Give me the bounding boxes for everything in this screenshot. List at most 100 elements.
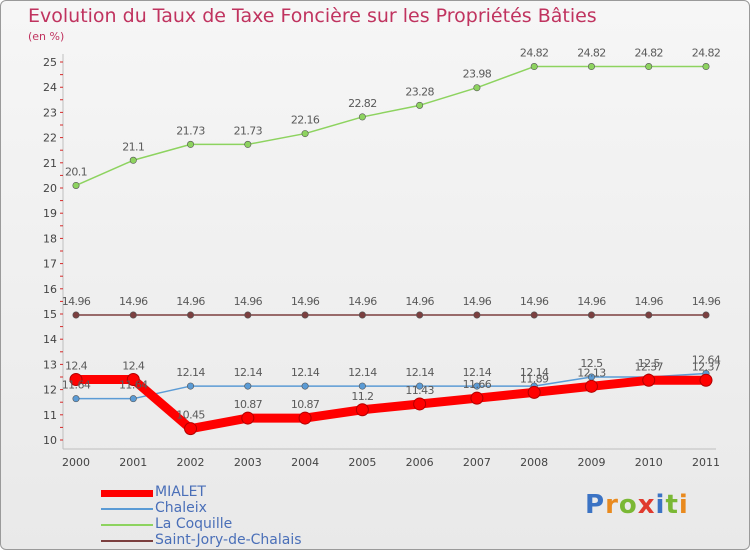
data-point	[355, 403, 369, 417]
data-label: 22.82	[348, 97, 377, 110]
data-point	[473, 84, 481, 92]
data-point	[244, 311, 252, 319]
x-tick-label: 2003	[234, 456, 262, 469]
data-point	[184, 422, 198, 436]
series-line-mialet	[71, 375, 711, 434]
data-label: 22.16	[291, 114, 320, 127]
x-tick-label: 2005	[348, 456, 376, 469]
legend-label-mialet: MIALET	[155, 484, 206, 500]
data-point	[645, 63, 653, 71]
legend-swatch-la-coquille	[101, 524, 153, 526]
data-label: 12.14	[520, 366, 549, 379]
x-tick-label: 2009	[577, 456, 605, 469]
y-tick-label: 23	[43, 106, 57, 119]
data-point	[187, 140, 195, 148]
y-tick-label: 17	[43, 258, 57, 271]
data-point	[244, 382, 252, 390]
data-point	[530, 63, 538, 71]
data-label: 12.14	[176, 366, 205, 379]
data-label: 23.28	[405, 85, 434, 98]
data-label: 12.14	[405, 366, 434, 379]
data-point	[69, 373, 83, 387]
data-point	[187, 311, 195, 319]
data-point	[702, 311, 710, 319]
y-tick-label: 18	[43, 232, 57, 245]
data-point	[416, 382, 424, 390]
data-point	[187, 382, 195, 390]
data-point	[587, 63, 595, 71]
logo-letter: i	[678, 490, 689, 520]
data-label: 14.96	[348, 295, 377, 308]
x-tick-label: 2002	[177, 456, 205, 469]
data-point	[413, 397, 427, 411]
data-label: 10.87	[291, 398, 320, 411]
data-point	[244, 140, 252, 148]
data-point	[642, 373, 656, 387]
data-label: 14.96	[62, 295, 91, 308]
series-line-chaleix	[75, 372, 707, 400]
logo-letter: x	[637, 490, 656, 520]
data-label: 24.82	[634, 47, 663, 60]
data-label: 24.82	[520, 47, 549, 60]
data-label: 11.64	[62, 379, 91, 392]
data-label: 12.4	[65, 360, 88, 373]
data-point	[129, 311, 137, 319]
data-label: 21.1	[122, 140, 144, 153]
data-point	[587, 311, 595, 319]
legend-label-chaleix: Chaleix	[155, 500, 207, 516]
logo-letter: i	[655, 490, 666, 520]
data-point	[470, 391, 484, 405]
data-point	[702, 63, 710, 71]
logo-letter: o	[618, 490, 638, 520]
data-label: 14.96	[119, 295, 148, 308]
x-tick-label: 2006	[406, 456, 434, 469]
y-tick-label: 15	[43, 308, 57, 321]
data-point	[473, 311, 481, 319]
data-label: 12.5	[580, 357, 603, 370]
y-tick-label: 20	[43, 182, 57, 195]
data-point	[301, 130, 309, 138]
data-point	[358, 382, 366, 390]
data-label: 12.14	[291, 366, 320, 379]
data-point	[301, 382, 309, 390]
data-point	[358, 311, 366, 319]
data-label: 14.96	[520, 295, 549, 308]
x-tick-label: 2004	[291, 456, 319, 469]
legend-label-la-coquille: La Coquille	[155, 516, 233, 532]
data-label: 14.96	[291, 295, 320, 308]
logo-letter: t	[665, 490, 679, 520]
logo-letter: P	[585, 490, 606, 520]
data-label: 11.64	[119, 379, 148, 392]
legend-swatch-chaleix	[101, 508, 153, 510]
data-point	[473, 382, 481, 390]
data-point	[126, 373, 140, 387]
proxiti-logo: Proxiti	[585, 490, 689, 520]
data-label: 11.66	[463, 378, 492, 391]
data-label: 12.37	[634, 360, 663, 373]
chart-title: Evolution du Taux de Taxe Foncière sur l…	[28, 5, 597, 27]
y-tick-label: 24	[43, 81, 57, 94]
data-label: 24.82	[577, 47, 606, 60]
data-label: 14.96	[176, 295, 205, 308]
y-tick-label: 12	[43, 384, 57, 397]
unit-label: (en %)	[28, 30, 65, 43]
x-tick-label: 2001	[119, 456, 147, 469]
legend-label-saint-jory: Saint-Jory-de-Chalais	[155, 532, 302, 548]
data-point	[358, 113, 366, 121]
y-tick-label: 10	[43, 434, 57, 447]
y-tick-label: 16	[43, 283, 57, 296]
series-line-la-coquille	[75, 65, 707, 187]
data-label: 11.89	[520, 372, 549, 385]
data-point	[72, 311, 80, 319]
y-tick-label: 14	[43, 333, 57, 346]
data-label: 21.73	[176, 124, 205, 137]
data-label: 12.14	[463, 366, 492, 379]
legend-swatch-saint-jory	[101, 540, 153, 542]
data-label: 11.2	[351, 390, 373, 403]
x-tick-label: 2007	[463, 456, 491, 469]
data-label: 12.4	[122, 360, 145, 373]
data-point	[527, 385, 541, 399]
data-point	[298, 411, 312, 425]
